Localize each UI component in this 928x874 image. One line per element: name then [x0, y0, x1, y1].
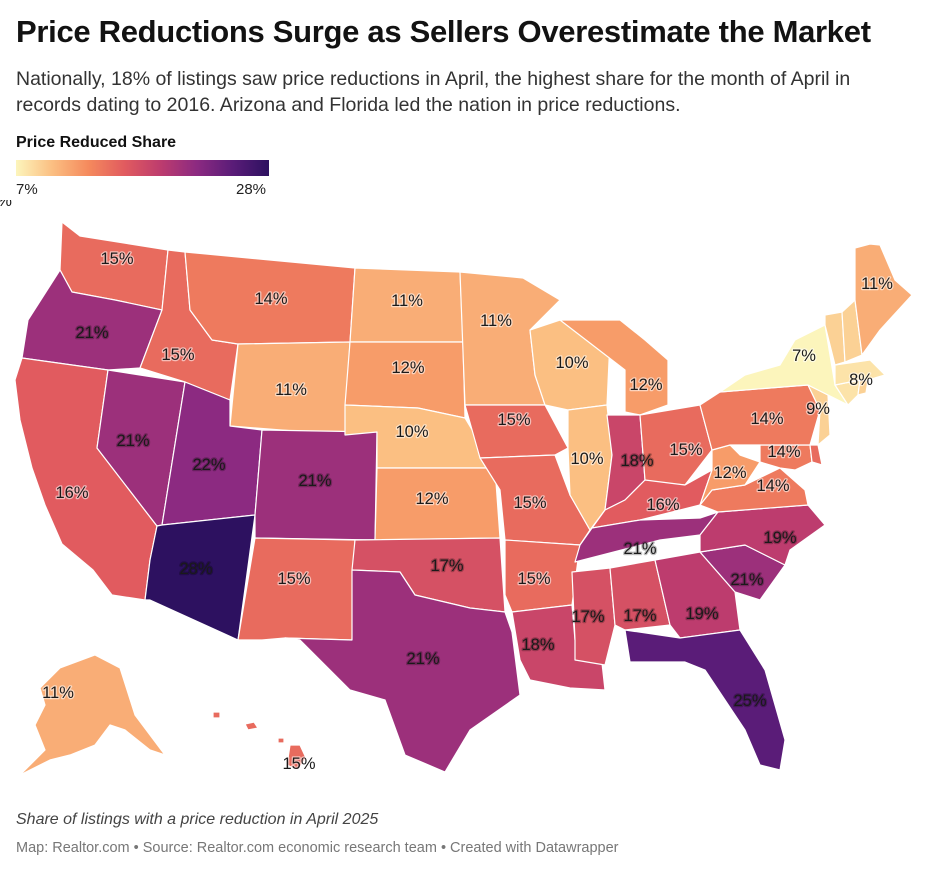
- state-label-az: 28%: [179, 560, 212, 578]
- chart-subtitle: Nationally, 18% of listings saw price re…: [16, 68, 851, 116]
- state-label-co: 21%: [298, 472, 331, 490]
- state-label-ar: 15%: [517, 570, 550, 588]
- state-label-ne: 10%: [395, 423, 428, 441]
- legend-max-label: 28%: [236, 181, 267, 198]
- state-label-nc: 19%: [763, 529, 796, 547]
- state-label-il: 10%: [570, 450, 603, 468]
- state-label-ok: 17%: [430, 557, 463, 575]
- state-label-nj: 9%: [806, 400, 830, 418]
- state-de[interactable]: [809, 444, 823, 466]
- state-label-wv: 12%: [713, 464, 746, 482]
- state-al[interactable]: [609, 559, 671, 631]
- state-label-ak: 11%: [42, 684, 74, 702]
- state-vt[interactable]: [824, 311, 846, 366]
- state-label-ma: 8%: [849, 371, 873, 389]
- state-label-nd: 11%: [391, 292, 423, 310]
- state-label-ia: 15%: [497, 411, 530, 429]
- state-label-vt: 9%: [0, 200, 12, 210]
- state-label-la: 18%: [521, 636, 554, 654]
- state-label-va: 14%: [756, 477, 789, 495]
- state-label-al: 17%: [623, 607, 656, 625]
- state-label-ks: 12%: [415, 490, 448, 508]
- state-label-wy: 11%: [275, 381, 307, 399]
- state-label-fl: 25%: [733, 692, 766, 710]
- chart-title: Price Reductions Surge as Sellers Overes…: [16, 14, 871, 49]
- state-wv[interactable]: [699, 444, 761, 506]
- state-label-ms: 17%: [571, 608, 604, 626]
- map-credits: Map: Realtor.com • Source: Realtor.com e…: [16, 840, 619, 856]
- state-label-sc: 21%: [730, 571, 763, 589]
- state-label-pa: 14%: [750, 410, 783, 428]
- state-label-ca: 16%: [55, 484, 88, 502]
- state-ma[interactable]: [834, 359, 886, 386]
- state-label-ga: 19%: [685, 605, 718, 623]
- state-label-nv: 21%: [116, 432, 149, 450]
- state-label-mn: 11%: [480, 312, 512, 330]
- state-label-nm: 15%: [277, 570, 310, 588]
- state-label-hi: 15%: [282, 755, 315, 773]
- state-label-or: 21%: [75, 324, 108, 342]
- state-label-wi: 10%: [555, 354, 588, 372]
- legend-color-scale: [16, 160, 269, 176]
- state-label-id: 15%: [161, 346, 194, 364]
- state-label-md: 14%: [767, 443, 800, 461]
- state-fl[interactable]: [624, 629, 786, 771]
- state-mi[interactable]: [559, 319, 669, 416]
- state-nc[interactable]: [699, 504, 826, 566]
- state-label-ny: 7%: [792, 347, 816, 365]
- map-note: Share of listings with a price reduction…: [16, 811, 379, 828]
- state-tx[interactable]: [284, 569, 521, 773]
- state-label-me: 11%: [861, 275, 893, 293]
- legend-title: Price Reduced Share: [16, 134, 177, 151]
- state-label-ut: 22%: [192, 456, 225, 474]
- state-label-sd: 12%: [391, 359, 424, 377]
- state-hi[interactable]: [212, 711, 307, 771]
- state-ia[interactable]: [464, 404, 569, 459]
- us-choropleth-map: 15% 21% 16% 21% 15% 14% 11% 22% 28% 21% 15% 11% 12% 1…: [0, 200, 913, 776]
- state-nm[interactable]: [237, 537, 356, 641]
- state-ak[interactable]: [19, 654, 166, 776]
- state-label-ky: 16%: [646, 496, 679, 514]
- state-label-mt: 14%: [254, 290, 287, 308]
- state-label-oh: 15%: [669, 441, 702, 459]
- state-la[interactable]: [511, 604, 606, 691]
- state-label-in: 18%: [620, 452, 653, 470]
- legend-min-label: 7%: [16, 181, 38, 198]
- state-label-tx: 21%: [406, 650, 439, 668]
- state-ny[interactable]: [719, 324, 849, 406]
- state-label-mi: 12%: [629, 376, 662, 394]
- state-me[interactable]: [854, 243, 913, 356]
- state-az[interactable]: [144, 514, 256, 641]
- state-label-tn: 21%: [623, 540, 656, 558]
- state-label-wa: 15%: [100, 250, 133, 268]
- state-label-mo: 15%: [513, 494, 546, 512]
